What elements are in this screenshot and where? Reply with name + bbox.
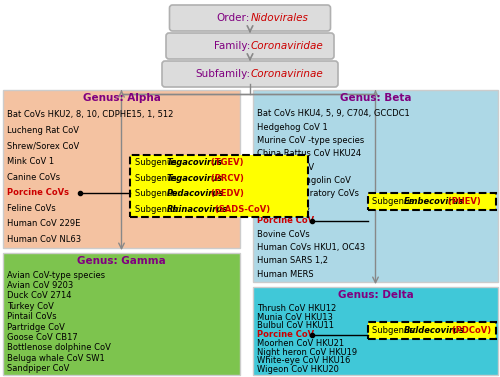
Bar bbox=[253, 90, 498, 282]
Text: (TGEV): (TGEV) bbox=[208, 158, 244, 167]
Text: White-eye CoV HKU16: White-eye CoV HKU16 bbox=[257, 356, 350, 365]
Text: Mink CoV 1: Mink CoV 1 bbox=[7, 157, 54, 166]
Bar bbox=[368, 322, 496, 339]
Text: Coronaviridae: Coronaviridae bbox=[251, 41, 324, 51]
Text: Embecovirus: Embecovirus bbox=[404, 197, 464, 206]
Text: China Rattus CoV HKU24: China Rattus CoV HKU24 bbox=[257, 149, 361, 158]
Text: Turkey CoV: Turkey CoV bbox=[7, 302, 54, 311]
Bar bbox=[3, 90, 240, 248]
Text: Coronavirinae: Coronavirinae bbox=[251, 69, 324, 79]
Text: Genus: Delta: Genus: Delta bbox=[338, 290, 413, 300]
Text: Partridge CoV: Partridge CoV bbox=[7, 323, 65, 332]
Text: Human SARS 1,2: Human SARS 1,2 bbox=[257, 256, 328, 265]
FancyBboxPatch shape bbox=[162, 61, 338, 87]
Text: Tegacovirus: Tegacovirus bbox=[166, 174, 222, 183]
Bar bbox=[253, 287, 498, 375]
Text: (SADS-CoV): (SADS-CoV) bbox=[212, 205, 270, 214]
Text: Wigeon CoV HKU20: Wigeon CoV HKU20 bbox=[257, 365, 339, 374]
Text: Bat CoVs HKU2, 8, 10, CDPHE15, 1, 512: Bat CoVs HKU2, 8, 10, CDPHE15, 1, 512 bbox=[7, 110, 173, 119]
Text: Nidovirales: Nidovirales bbox=[251, 13, 309, 23]
Text: Lucheng Rat CoV: Lucheng Rat CoV bbox=[7, 126, 79, 135]
Text: Bat CoVs HKU4, 5, 9, C704, GCCDC1: Bat CoVs HKU4, 5, 9, C704, GCCDC1 bbox=[257, 109, 410, 118]
Text: Human CoV NL63: Human CoV NL63 bbox=[7, 235, 81, 244]
Text: Rhinacovirus: Rhinacovirus bbox=[166, 205, 228, 214]
Text: Antelope CoV: Antelope CoV bbox=[257, 163, 314, 172]
Text: Human CoVs HKU1, OC43: Human CoVs HKU1, OC43 bbox=[257, 243, 365, 252]
FancyBboxPatch shape bbox=[170, 5, 330, 31]
Text: Porcine CoV: Porcine CoV bbox=[257, 216, 314, 225]
Text: Porcine CoVs: Porcine CoVs bbox=[7, 188, 69, 197]
Text: Beluga whale CoV SW1: Beluga whale CoV SW1 bbox=[7, 354, 105, 363]
Bar bbox=[368, 193, 496, 210]
Text: Subgenus:: Subgenus: bbox=[372, 197, 419, 206]
Text: Canine respiratory CoVs: Canine respiratory CoVs bbox=[257, 190, 359, 199]
Text: Pintail CoVs: Pintail CoVs bbox=[7, 312, 56, 321]
Text: Human CoV 229E: Human CoV 229E bbox=[7, 219, 80, 228]
Text: Human MERS: Human MERS bbox=[257, 270, 314, 279]
Text: Thrush CoV HKU12: Thrush CoV HKU12 bbox=[257, 304, 336, 313]
Text: Subgenus:: Subgenus: bbox=[135, 158, 182, 167]
Bar bbox=[3, 253, 240, 375]
Text: Canine CoVs: Canine CoVs bbox=[7, 173, 60, 181]
Text: Feline CoVs: Feline CoVs bbox=[7, 204, 56, 213]
Text: Murine CoV -type species: Murine CoV -type species bbox=[257, 136, 364, 145]
Text: Bulbul CoV HKU11: Bulbul CoV HKU11 bbox=[257, 321, 334, 330]
Text: Genus: Beta: Genus: Beta bbox=[340, 93, 411, 103]
Text: Bottlenose dolphine CoV: Bottlenose dolphine CoV bbox=[7, 343, 111, 352]
Text: Subgenus:: Subgenus: bbox=[372, 326, 419, 335]
Text: Goose CoV CB17: Goose CoV CB17 bbox=[7, 333, 78, 342]
Text: Order:: Order: bbox=[216, 13, 250, 23]
Text: (PDCoV): (PDCoV) bbox=[449, 326, 491, 335]
Text: (PEDV): (PEDV) bbox=[208, 189, 244, 198]
Bar bbox=[130, 155, 308, 217]
Text: Subfamily:: Subfamily: bbox=[195, 69, 250, 79]
Text: Avian CoV-type species: Avian CoV-type species bbox=[7, 271, 105, 280]
Text: Porcine CoV: Porcine CoV bbox=[257, 330, 314, 339]
Text: Subgenus:: Subgenus: bbox=[135, 205, 182, 214]
FancyBboxPatch shape bbox=[166, 33, 334, 59]
Text: Genus: Alpha: Genus: Alpha bbox=[82, 93, 160, 103]
Text: Moorhen CoV HKU21: Moorhen CoV HKU21 bbox=[257, 339, 344, 348]
Text: Subgenus:: Subgenus: bbox=[135, 189, 182, 198]
Text: Hedgehog CoV 1: Hedgehog CoV 1 bbox=[257, 123, 328, 132]
Text: Sandpiper CoV: Sandpiper CoV bbox=[7, 364, 70, 373]
Text: Duck CoV 2714: Duck CoV 2714 bbox=[7, 291, 71, 300]
Text: Equine CoVs: Equine CoVs bbox=[257, 203, 310, 212]
Text: Buldecovirus: Buldecovirus bbox=[404, 326, 464, 335]
Text: Munia CoV HKU13: Munia CoV HKU13 bbox=[257, 313, 333, 322]
Text: (PHEV): (PHEV) bbox=[446, 197, 481, 206]
Text: Tegacovirus: Tegacovirus bbox=[166, 158, 222, 167]
Text: Bovine CoVs: Bovine CoVs bbox=[257, 230, 310, 239]
Text: Pedacovirus: Pedacovirus bbox=[166, 189, 224, 198]
Text: Subgenus:: Subgenus: bbox=[135, 174, 182, 183]
Text: Shrew/Sorex CoV: Shrew/Sorex CoV bbox=[7, 141, 79, 150]
Text: Genus: Gamma: Genus: Gamma bbox=[77, 256, 166, 266]
Text: (PRCV): (PRCV) bbox=[208, 174, 244, 183]
Text: Avian CoV 9203: Avian CoV 9203 bbox=[7, 281, 73, 290]
Text: Malayan pangolin CoV: Malayan pangolin CoV bbox=[257, 176, 351, 185]
Text: Family:: Family: bbox=[214, 41, 250, 51]
Text: Night heron CoV HKU19: Night heron CoV HKU19 bbox=[257, 348, 357, 357]
